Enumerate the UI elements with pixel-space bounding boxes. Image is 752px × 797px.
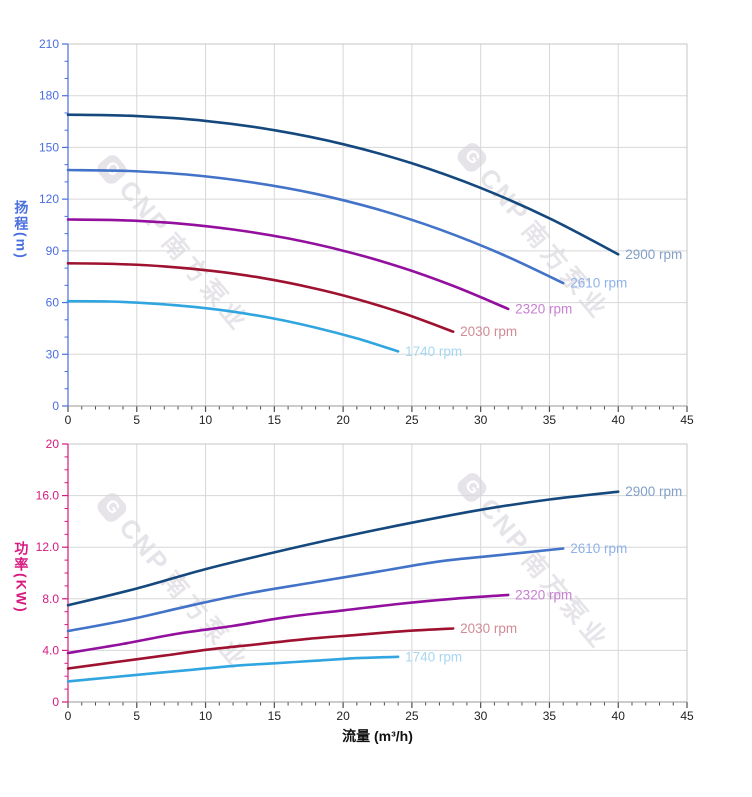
x-tick-label: 45 xyxy=(680,413,694,427)
x-tick-label: 15 xyxy=(268,413,282,427)
curve-1740-rpm xyxy=(66,299,400,353)
curve-1740-rpm xyxy=(66,655,400,683)
curve-2320-rpm xyxy=(66,218,510,311)
x-tick-label: 5 xyxy=(133,709,140,723)
series-label-2030-rpm: 2030 rpm xyxy=(460,621,517,636)
y-tick-label: 90 xyxy=(46,244,60,258)
y-tick-label: 120 xyxy=(39,192,59,206)
x-tick-label: 45 xyxy=(680,709,694,723)
series-label-1740-rpm: 1740 rpm xyxy=(405,649,462,664)
plot-border xyxy=(67,43,688,407)
x-tick-label: 35 xyxy=(543,413,557,427)
curve-2030-rpm xyxy=(66,627,455,670)
x-tick-label: 30 xyxy=(474,709,488,723)
head-chart: 0 5 10 15 20 25 30 35 40 45 0 30 60 90 120 150 180 210 290… xyxy=(39,37,694,427)
curve-2900-rpm xyxy=(66,113,620,256)
y-tick-label: 0 xyxy=(52,399,59,413)
curve-2030-rpm xyxy=(66,262,455,333)
x-tick-label: 20 xyxy=(336,709,350,723)
y-tick-label: 180 xyxy=(39,89,59,103)
series-label-2610-rpm: 2610 rpm xyxy=(570,276,627,291)
x-tick-label: 25 xyxy=(405,709,419,723)
x-tick-label: 10 xyxy=(199,413,213,427)
power-chart: 0 5 10 15 20 25 30 35 40 45 0 4.0 8.0 12.0 16.0 20 2900 … xyxy=(36,437,694,723)
y-tick-label: 12.0 xyxy=(36,540,60,554)
y-tick-label: 8.0 xyxy=(42,592,59,606)
y-tick-label: 0 xyxy=(52,695,59,709)
y-tick-label: 16.0 xyxy=(36,489,60,503)
x-tick-label: 15 xyxy=(268,709,282,723)
y-tick-label: 20 xyxy=(46,437,60,451)
series-label-2900-rpm: 2900 rpm xyxy=(625,484,682,499)
x-tick-label: 0 xyxy=(65,709,72,723)
series-label-2320-rpm: 2320 rpm xyxy=(515,587,572,602)
x-tick-label: 5 xyxy=(133,413,140,427)
series-label-1740-rpm: 1740 rpm xyxy=(405,344,462,359)
series-label-2610-rpm: 2610 rpm xyxy=(570,541,627,556)
x-tick-label: 25 xyxy=(405,413,419,427)
series-label-2030-rpm: 2030 rpm xyxy=(460,324,517,339)
power-axis-title: 功率(KW) xyxy=(13,541,30,614)
y-tick-label: 210 xyxy=(39,37,59,51)
x-tick-label: 35 xyxy=(543,709,557,723)
y-tick-label: 30 xyxy=(46,347,60,361)
x-tick-label: 20 xyxy=(336,413,350,427)
y-tick-label: 150 xyxy=(39,140,59,154)
x-tick-label: 40 xyxy=(612,413,626,427)
x-tick-label: 30 xyxy=(474,413,488,427)
curve-2320-rpm xyxy=(66,593,510,655)
x-tick-label: 0 xyxy=(65,413,72,427)
curve-2610-rpm xyxy=(66,547,565,633)
curve-2610-rpm xyxy=(66,168,565,285)
x-tick-label: 10 xyxy=(199,709,213,723)
head-axis-title: 扬程(m) xyxy=(13,200,30,260)
x-tick-label: 40 xyxy=(612,709,626,723)
curve-2900-rpm xyxy=(66,490,620,607)
series-label-2320-rpm: 2320 rpm xyxy=(515,301,572,316)
y-tick-label: 60 xyxy=(46,296,60,310)
flow-axis-title: 流量 (m³/h) xyxy=(342,728,413,744)
series-label-2900-rpm: 2900 rpm xyxy=(625,247,682,262)
y-tick-label: 4.0 xyxy=(42,643,59,657)
